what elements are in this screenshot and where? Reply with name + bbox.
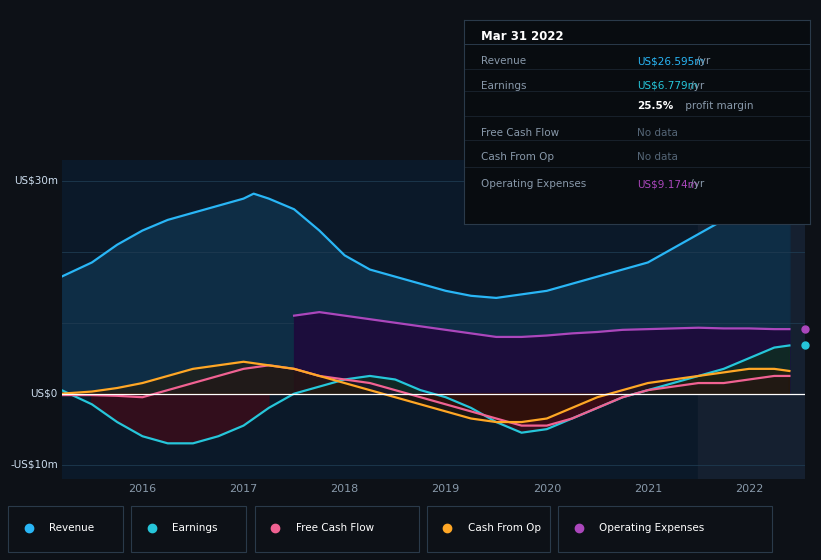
Text: Free Cash Flow: Free Cash Flow bbox=[296, 523, 374, 533]
Text: US$9.174m: US$9.174m bbox=[637, 179, 698, 189]
Text: Earnings: Earnings bbox=[481, 81, 527, 91]
Text: -US$10m: -US$10m bbox=[10, 460, 57, 470]
Text: No data: No data bbox=[637, 128, 678, 138]
Text: US$30m: US$30m bbox=[14, 176, 57, 186]
Text: No data: No data bbox=[637, 152, 678, 162]
Text: Earnings: Earnings bbox=[172, 523, 218, 533]
Text: Operating Expenses: Operating Expenses bbox=[599, 523, 704, 533]
Text: Cash From Op: Cash From Op bbox=[481, 152, 554, 162]
Text: Free Cash Flow: Free Cash Flow bbox=[481, 128, 559, 138]
Text: 25.5%: 25.5% bbox=[637, 101, 673, 111]
Text: Cash From Op: Cash From Op bbox=[468, 523, 541, 533]
Text: US$6.779m: US$6.779m bbox=[637, 81, 698, 91]
Text: /yr: /yr bbox=[687, 179, 704, 189]
Bar bbox=[699, 160, 805, 479]
Text: Mar 31 2022: Mar 31 2022 bbox=[481, 30, 564, 43]
Text: profit margin: profit margin bbox=[682, 101, 754, 111]
Text: /yr: /yr bbox=[693, 57, 710, 67]
Text: Revenue: Revenue bbox=[49, 523, 94, 533]
Text: Revenue: Revenue bbox=[481, 57, 526, 67]
Text: US$26.595m: US$26.595m bbox=[637, 57, 704, 67]
Text: /yr: /yr bbox=[687, 81, 704, 91]
Text: US$0: US$0 bbox=[30, 389, 57, 399]
Text: Operating Expenses: Operating Expenses bbox=[481, 179, 586, 189]
